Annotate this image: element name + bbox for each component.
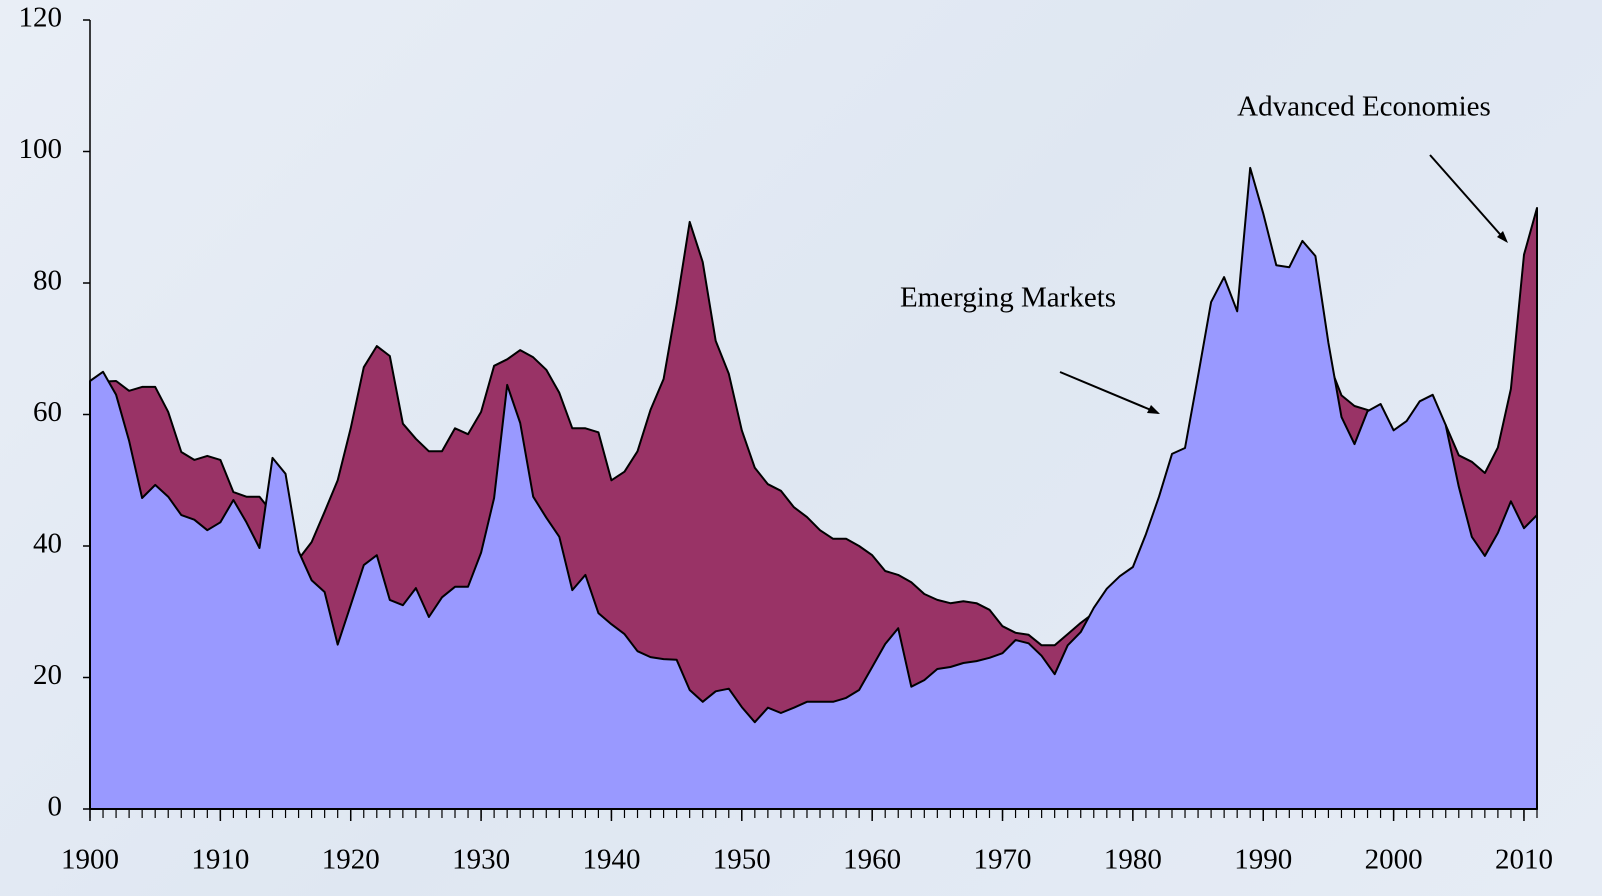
arrow-head xyxy=(1147,405,1160,414)
area xyxy=(89,166,1538,810)
x-tick-label: 1960 xyxy=(843,844,901,876)
y-tick-label: 80 xyxy=(33,265,62,297)
x-tick-label: 2000 xyxy=(1365,844,1423,876)
x-tick-label: 1940 xyxy=(582,844,640,876)
x-tick-label: 2010 xyxy=(1495,844,1553,876)
annotation-arrow xyxy=(1429,154,1507,242)
x-tick-label: 1990 xyxy=(1234,844,1292,876)
areas xyxy=(89,166,1538,810)
y-tick-label: 60 xyxy=(33,396,62,428)
y-tick-label: 120 xyxy=(19,2,63,34)
x-tick-label: 1930 xyxy=(452,844,510,876)
y-tick-label: 100 xyxy=(19,133,63,165)
x-tick-label: 1920 xyxy=(322,844,380,876)
y-tick-label: 20 xyxy=(33,659,62,691)
y-tick-label: 40 xyxy=(33,528,62,560)
y-tick-label: 0 xyxy=(48,791,63,823)
x-tick-label: 1980 xyxy=(1104,844,1162,876)
x-tick-label: 1910 xyxy=(191,844,249,876)
arrow-head xyxy=(1497,231,1508,243)
x-tick-label: 1950 xyxy=(713,844,771,876)
x-tick-label: 1970 xyxy=(974,844,1032,876)
annotation-arrow xyxy=(1059,371,1159,414)
series-label: Emerging Markets xyxy=(900,282,1116,314)
series-label: Advanced Economies xyxy=(1237,91,1491,123)
x-tick-label: 1900 xyxy=(61,844,119,876)
